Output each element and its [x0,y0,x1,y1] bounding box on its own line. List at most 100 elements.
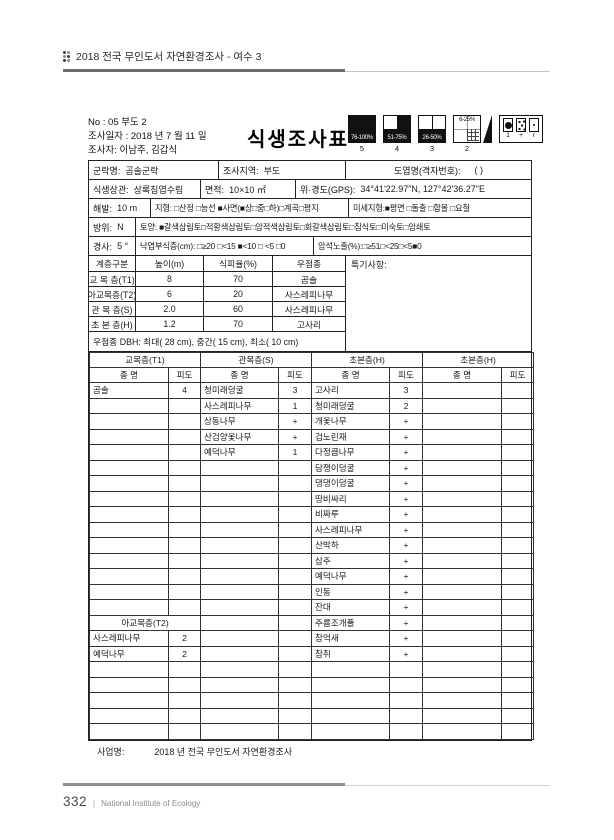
species-cover-cell [389,707,424,724]
gps-cell: 위·경도(GPS): 34°41'22.97"N, 127°42'36.27"E [296,180,531,198]
species-cover-cell: + [389,645,424,662]
species-name-cell [89,397,169,414]
species-name-cell: 인동 [311,583,391,600]
region-label: 조사지역: [223,165,259,176]
species-name-cell [422,537,503,554]
species-cover-cell [501,444,535,461]
dominant-cell: 고사리 [296,319,322,330]
micro-topography-cell: 미세지형:■평면 □돌출 □함몰 □요철 [353,203,470,213]
coverage-range-label: 76-100% [351,135,373,141]
species-name-cell: 청미래덩굴 [200,382,280,399]
species-name-cell [422,413,503,430]
height-cell: 2.0 [136,302,204,316]
running-header: 2018 전국 무인도서 자연환경조사 - 여수 3 [63,49,550,72]
species-name-cell [200,630,280,647]
species-name-cell [200,661,280,678]
species-row [89,707,535,724]
large-dot-icon [503,118,513,132]
layer-col-header: 우점종 [296,259,322,269]
species-name-cell [89,552,169,569]
notes-label: 특기사항: [351,260,387,270]
species-row: 아교목층(T2) 주름조개풀 + [88,614,535,631]
coverage-range-label: 26-50% [422,135,442,141]
species-group-header-row: 교목층(T1) 관목층(S) 초본층(H) 초본층(H) [88,352,535,368]
group-header-h2: 초본층(H) [422,352,535,368]
region-cell: 조사지역: 부도 [219,161,346,179]
cover-col-header: 피도 [167,367,202,383]
header-divider [63,69,550,72]
physiognomy-cell: 식생상관: 상록침엽수림 [89,180,201,198]
species-name-cell [422,490,503,507]
project-label: 사업명: [97,747,125,757]
coverage-class-icon: 76-100% [348,115,376,143]
species-cover-cell [501,552,535,569]
species-name-cell [422,552,503,569]
species-row: 댕댕이덩굴 + [89,475,535,492]
species-cover-cell [167,692,202,709]
layer-name-cell: 관 목 층(S) [89,302,136,316]
species-name-cell: 사스레피나무 [311,521,391,538]
layer-name-cell: 초 본 층(H) [89,317,136,331]
species-name-cell: 사스레피나무 [200,397,280,414]
species-cover-cell: + [389,552,424,569]
species-row: 곰솔 4 청미래덩굴 3 고사리 3 [89,382,535,399]
species-name-cell [311,723,391,740]
form-title: 식생조사표 [247,129,349,151]
species-name-cell [89,692,169,709]
row-physiognomy: 식생상관: 상록침엽수림 면적: 10×10 ㎡ 위·경도(GPS): 34°4… [89,180,531,199]
species-name-cell [422,630,503,647]
page-number: 332 [63,794,88,809]
name-col-header: 종 명 [200,367,280,383]
species-cover-cell [278,707,313,724]
species-cover-cell [167,490,202,507]
species-name-cell [200,506,280,523]
cover-cell: 60 [204,302,273,316]
species-cover-cell [167,552,202,569]
footer-divider [63,783,550,786]
species-name-cell: 예덕나무 [311,568,391,585]
species-cover-cell [167,413,202,430]
grid-pattern-icon [467,129,479,141]
species-name-cell [422,475,503,492]
species-name-cell [89,428,169,445]
species-name-cell [200,459,280,476]
species-name-cell: 산박하 [311,537,391,554]
coverage-class-number: 2 [464,144,470,153]
species-cover-cell: + [389,490,424,507]
species-name-cell [89,413,169,430]
species-name-cell: 다정큼나무 [311,444,391,461]
small-dot-icon [529,118,539,132]
species-cover-cell [501,413,535,430]
species-name-cell: 청미래덩굴 [311,397,391,414]
species-cover-cell [278,676,313,693]
species-row: 담쟁이덩굴 + [89,459,535,476]
layer-col-header: 높이(m) [136,256,204,271]
name-col-header: 종 명 [422,367,503,383]
species-row: 상동나무 + 개옻나무 + [89,413,535,430]
dot-item-label: 1 [506,132,510,139]
layer-rows: 교 목 층(T1) 8 70 곰솔 아교목층(T2) 6 20 사스레피나무 관 목 층(S) 2… [89,272,345,332]
species-cover-cell [501,568,535,585]
species-name-cell: 잔대 [311,599,391,616]
species-cover-cell: + [389,475,424,492]
cover-cell: 70 [204,272,273,286]
dbh-row: 우점종 DBH: 최대( 28 cm), 중간( 15 cm), 최소( 10 … [93,337,299,347]
physiognomy-value: 상록침엽수림 [133,184,184,195]
species-row: 예덕나무 2 참취 + [89,645,535,662]
slope-cell: 경사: 5 ° [89,237,136,255]
name-col-header: 종 명 [311,367,391,383]
row-topography: 해발: 10 m 지형: □산정 □능선 ■사면(■상□중□하)□계곡□평지 미… [89,199,531,218]
page-footer: 332 | National Institute of Ecology [63,794,200,809]
species-name-cell [200,692,280,709]
species-row: 예덕나무 1 다정큼나무 + [89,444,535,461]
cover-col-header: 피도 [501,367,535,383]
layer-col-header: 계층구분 [89,256,136,271]
dominant-cell: 사스레피나무 [284,304,334,315]
species-name-cell: 비짜루 [311,506,391,523]
species-name-cell [422,568,503,585]
species-name-cell: 참억새 [311,630,391,647]
species-name-cell [422,583,503,600]
coverage-class-icon: 26-50% [418,115,446,143]
species-name-cell [422,444,503,461]
species-cover-cell [278,568,313,585]
